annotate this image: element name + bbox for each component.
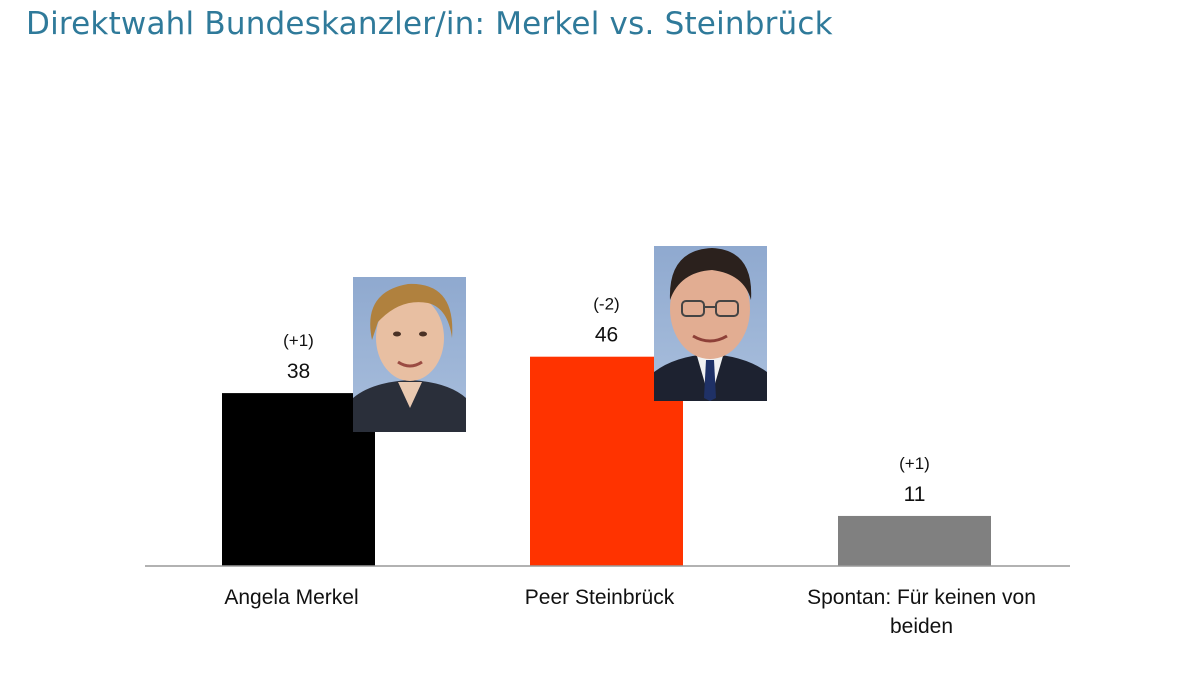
- steinbrueck-photo: [654, 246, 767, 401]
- value-label-2: 11: [904, 483, 926, 506]
- change-label-1: (-2): [593, 295, 619, 314]
- category-label-1: Peer Steinbrück: [525, 586, 675, 609]
- change-label-2: (+1): [899, 454, 930, 473]
- change-label-0: (+1): [283, 331, 314, 350]
- category-label-0: Angela Merkel: [224, 586, 358, 609]
- category-label-2-line-0: Spontan: Für keinen von: [807, 586, 1036, 609]
- bar-2: [838, 515, 991, 566]
- page-title: Direktwahl Bundeskanzler/in: Merkel vs. …: [26, 6, 833, 42]
- value-label-1: 46: [595, 324, 618, 347]
- value-label-0: 38: [287, 360, 310, 383]
- merkel-photo: [353, 277, 466, 432]
- category-label-2-line-1: beiden: [890, 615, 953, 638]
- bar-0: [222, 393, 375, 566]
